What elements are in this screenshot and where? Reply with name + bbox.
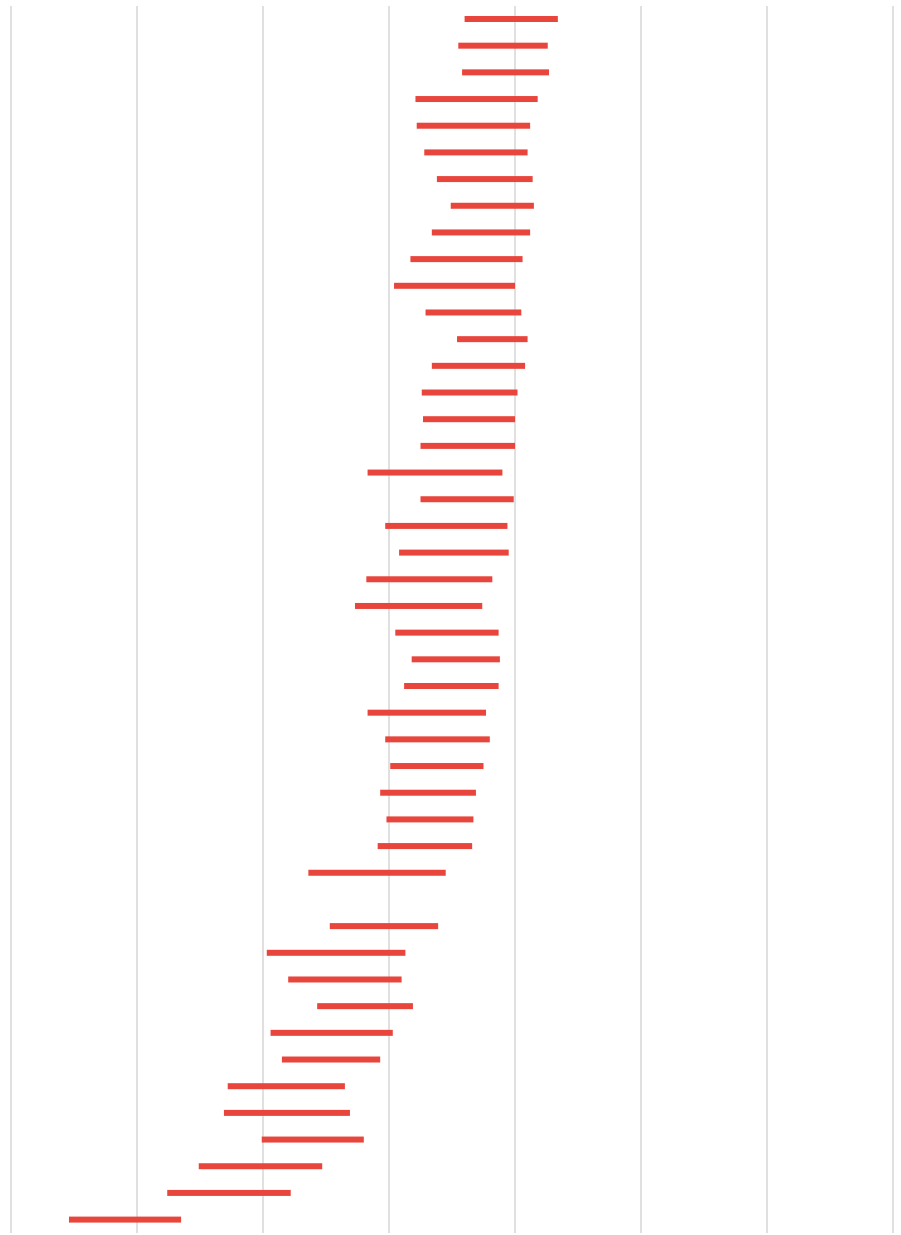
- range-bar-26: [367, 709, 487, 716]
- range-bar-24: [411, 656, 500, 663]
- range-bar-28: [390, 763, 484, 770]
- range-bar-44: [167, 1189, 291, 1196]
- range-bar-5: [424, 149, 528, 156]
- range-bar-6: [436, 176, 533, 183]
- range-bar-13: [431, 362, 526, 369]
- range-bar-23: [395, 629, 499, 636]
- range-bar-32: [308, 869, 446, 876]
- range-bar-43: [198, 1163, 323, 1170]
- range-bar-14: [421, 389, 518, 396]
- range-bar-45: [68, 1216, 182, 1223]
- range-bar-17: [367, 469, 503, 476]
- range-bar-25: [404, 683, 499, 689]
- range-bar-34: [329, 923, 439, 930]
- range-bar-8: [431, 229, 531, 236]
- range-bar-0: [464, 16, 558, 22]
- range-bar-7: [450, 202, 534, 209]
- range-bar-29: [380, 789, 476, 796]
- range-bar-2: [462, 69, 550, 76]
- range-bar-21: [366, 576, 493, 583]
- range-bar-15: [423, 416, 515, 423]
- range-bar-3: [415, 96, 538, 103]
- range-bars: [68, 16, 558, 1223]
- range-bar-31: [377, 843, 473, 850]
- range-bar-12: [457, 336, 528, 343]
- range-bar-18: [420, 496, 514, 503]
- range-bar-36: [288, 976, 402, 983]
- range-bar-37: [317, 1003, 413, 1010]
- range-bar-39: [281, 1056, 381, 1063]
- range-bar-27: [385, 736, 490, 743]
- range-bar-11: [425, 309, 522, 316]
- range-bar-9: [410, 256, 523, 263]
- range-bar-1: [458, 42, 548, 49]
- range-bar-10: [394, 282, 515, 289]
- range-bar-41: [223, 1109, 350, 1116]
- range-bar-20: [399, 549, 509, 556]
- range-bar-30: [386, 816, 474, 823]
- range-bar-35: [266, 949, 406, 956]
- range-bar-40: [227, 1083, 345, 1090]
- range-bar-38: [270, 1029, 393, 1036]
- range-bar-16: [420, 442, 515, 449]
- grid-lines: [10, 6, 894, 1233]
- range-bar-22: [354, 602, 483, 609]
- range-bar-42: [261, 1136, 364, 1143]
- range-bar-4: [416, 122, 531, 129]
- range-bar-19: [385, 522, 508, 529]
